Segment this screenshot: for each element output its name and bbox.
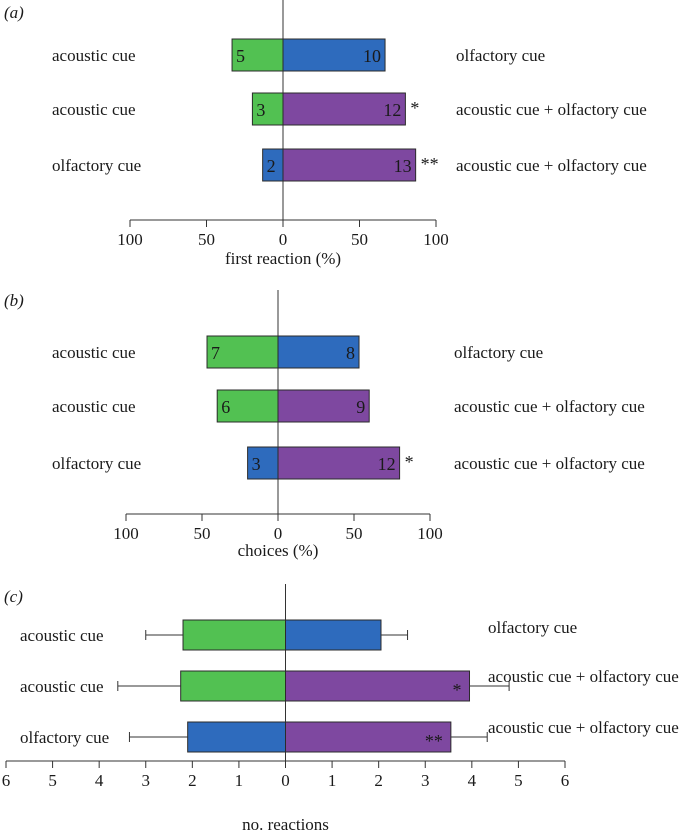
right-cue-label: olfactory cue: [456, 46, 545, 65]
bar-count-label: 5: [236, 46, 245, 66]
left-cue-label: acoustic cue: [20, 677, 104, 696]
bar-count-label: 7: [211, 343, 220, 363]
bar-right-combined: [277, 389, 370, 423]
bar-right-combined: [285, 721, 452, 753]
x-axis-label: first reaction (%): [225, 249, 341, 268]
panel-label: (a): [4, 3, 24, 22]
x-tick-label: 0: [279, 230, 288, 249]
x-tick-label: 4: [95, 771, 104, 790]
x-tick-label: 1: [328, 771, 337, 790]
panel-b: (b) 100 50 0 50 100 choices (%) acoustic cue olf…: [4, 290, 645, 560]
right-cue-label: acoustic cue + olfactory cue: [488, 667, 679, 686]
x-tick-label: 5: [514, 771, 523, 790]
x-tick-label: 100: [423, 230, 449, 249]
significance-marker: *: [453, 680, 462, 700]
significance-marker: **: [425, 731, 443, 751]
bar-left-olfactory: [247, 446, 279, 480]
significance-marker: *: [410, 98, 419, 118]
x-tick-label: 2: [188, 771, 197, 790]
left-cue-label: olfactory cue: [52, 454, 141, 473]
bar-right-combined: [282, 148, 417, 182]
x-tick-label: 3: [421, 771, 430, 790]
x-tick-label: 6: [2, 771, 11, 790]
left-cue-label: acoustic cue: [52, 100, 136, 119]
significance-marker: *: [405, 452, 414, 472]
x-tick-label: 3: [142, 771, 151, 790]
right-cue-label: acoustic cue + olfactory cue: [488, 718, 679, 737]
x-tick-label: 0: [281, 771, 290, 790]
bar-right-olfactory: [285, 619, 382, 651]
right-cue-label: olfactory cue: [488, 618, 577, 637]
right-cue-label: acoustic cue + olfactory cue: [456, 156, 647, 175]
panel-label: (c): [4, 587, 23, 606]
panel-a: (a) 100 50 0 50 100 first reaction (%) acoustic…: [4, 0, 647, 268]
panel-label: (b): [4, 291, 24, 310]
bar-count-label: 2: [267, 156, 276, 176]
left-cue-label: olfactory cue: [52, 156, 141, 175]
left-cue-label: acoustic cue: [20, 626, 104, 645]
bar-count-label: 3: [256, 100, 265, 120]
x-tick-label: 50: [198, 230, 215, 249]
bar-left-acoustic: [216, 389, 279, 423]
bar-right-olfactory: [277, 335, 360, 369]
left-cue-label: acoustic cue: [52, 46, 136, 65]
bar-right-combined: [285, 670, 471, 702]
x-tick-label: 6: [561, 771, 570, 790]
bar-count-label: 6: [221, 397, 230, 417]
x-axis-label: choices (%): [238, 541, 319, 560]
x-tick-label: 50: [194, 524, 211, 543]
bar-count-label: 10: [363, 46, 381, 66]
x-axis-label: no. reactions: [242, 815, 329, 834]
x-tick-label: 2: [374, 771, 383, 790]
bar-count-label: 3: [252, 454, 261, 474]
bar-count-label: 12: [378, 454, 396, 474]
right-cue-label: acoustic cue + olfactory cue: [456, 100, 647, 119]
x-tick-label: 1: [235, 771, 244, 790]
significance-marker: **: [421, 154, 439, 174]
bar-right-olfactory: [282, 38, 386, 72]
bar-left-acoustic: [251, 92, 284, 126]
x-tick-label: 5: [48, 771, 57, 790]
bar-left-acoustic: [180, 670, 286, 702]
bar-count-label: 9: [356, 397, 365, 417]
bar-left-acoustic: [182, 619, 286, 651]
panel-c: (c) 6 5 4 3 2 1 0 1 2 3 4 5 6 no. reactions acoustic cu…: [2, 584, 679, 834]
bar-left-acoustic: [231, 38, 284, 72]
bar-right-combined: [277, 446, 401, 480]
left-cue-label: acoustic cue: [52, 397, 136, 416]
left-cue-label: acoustic cue: [52, 343, 136, 362]
bar-left-olfactory: [187, 721, 286, 753]
x-tick-label: 50: [346, 524, 363, 543]
bar-count-label: 8: [346, 343, 355, 363]
x-tick-label: 50: [351, 230, 368, 249]
x-tick-label: 100: [417, 524, 443, 543]
x-tick-label: 0: [274, 524, 283, 543]
x-tick-label: 4: [468, 771, 477, 790]
x-tick-label: 100: [113, 524, 139, 543]
left-cue-label: olfactory cue: [20, 728, 109, 747]
right-cue-label: olfactory cue: [454, 343, 543, 362]
bar-count-label: 13: [394, 156, 412, 176]
bar-left-acoustic: [206, 335, 279, 369]
x-tick-label: 100: [117, 230, 143, 249]
right-cue-label: acoustic cue + olfactory cue: [454, 397, 645, 416]
bar-right-combined: [282, 92, 406, 126]
right-cue-label: acoustic cue + olfactory cue: [454, 454, 645, 473]
bar-count-label: 12: [383, 100, 401, 120]
